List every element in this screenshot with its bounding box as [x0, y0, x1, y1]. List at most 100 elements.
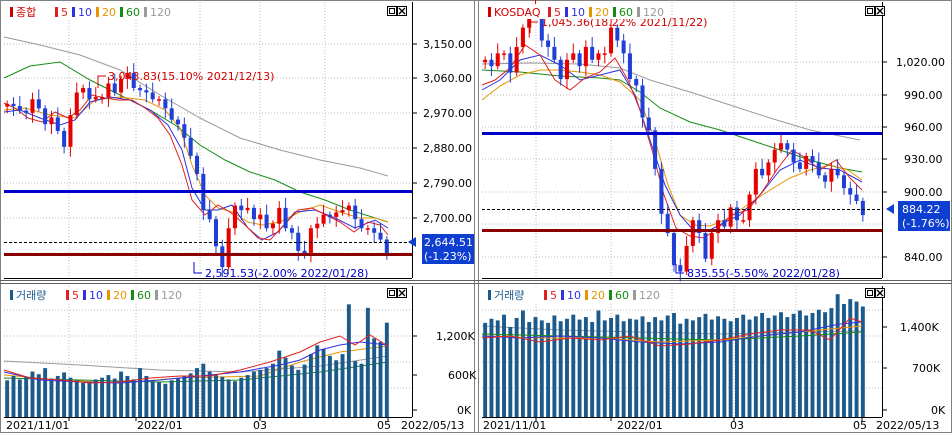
kospi-candle — [346, 205, 351, 211]
kosdaq-volume-legend-title: 거래량 — [494, 289, 524, 302]
kospi-candle — [226, 228, 231, 268]
kosdaq-volume-bar — [772, 315, 777, 417]
kosdaq-candle — [734, 207, 739, 221]
kosdaq-volume-bar — [596, 310, 601, 417]
kospi-volume-legend-ma20: 20 — [113, 289, 127, 302]
kospi-volume-bar — [43, 368, 48, 417]
kosdaq-candle — [766, 162, 771, 176]
kospi-volume-bar — [372, 338, 377, 417]
kospi-tick-3: 2,880.00 — [423, 142, 472, 155]
kosdaq-volume-bar — [615, 314, 620, 417]
kospi-candle — [87, 87, 92, 100]
kosdaq-candle — [502, 53, 507, 55]
kosdaq-panel: 1,045.36(18.22% 2021/11/22) 835.55(-5.50… — [481, 0, 950, 432]
kosdaq-volume-bars — [483, 294, 865, 417]
kospi-legend-ma60: 60 — [126, 6, 140, 19]
kosdaq-volume-bar — [502, 314, 506, 417]
kosdaq-close-icon[interactable] — [875, 6, 885, 16]
kospi-maximize-icon[interactable] — [387, 6, 397, 16]
kospi-candle — [239, 205, 244, 211]
kosdaq-volume-bar — [684, 318, 689, 417]
kospi-candle — [131, 73, 136, 88]
kosdaq-volume-bar — [779, 312, 783, 417]
kosdaq-x-label-3: 05 — [853, 419, 867, 432]
kospi-candle — [112, 83, 117, 93]
kospi-legend-swatch — [10, 7, 13, 17]
kosdaq-volume-bar — [816, 309, 821, 417]
kosdaq-volume-bar — [520, 310, 525, 417]
kospi-volume-bar — [207, 371, 212, 417]
kosdaq-volume-bar — [653, 317, 658, 417]
kosdaq-volume-maximize-icon[interactable] — [865, 288, 875, 298]
kospi-volume-bar — [17, 379, 22, 417]
kospi-low-marker — [193, 262, 202, 274]
kosdaq-candle — [653, 130, 658, 169]
kospi-close-icon[interactable] — [397, 6, 407, 16]
kospi-candle — [321, 214, 326, 224]
kosdaq-volume-bar — [766, 317, 771, 417]
kosdaq-vol-ma20 — [481, 325, 863, 343]
kospi-candle — [55, 117, 60, 131]
kosdaq-high-marker — [529, 21, 538, 33]
kosdaq-x-label-2: 03 — [730, 419, 744, 432]
kospi-volume-bar — [270, 363, 275, 417]
kosdaq-volume-bar — [577, 319, 582, 417]
kospi-volume-legend-title: 거래량 — [16, 289, 46, 302]
kosdaq-volume-bar — [571, 314, 576, 417]
kospi-volume-legend-ma120: 120 — [161, 289, 182, 302]
kosdaq-vol-ma60 — [481, 331, 863, 341]
kosdaq-candle — [816, 162, 821, 176]
kospi-volume-bar — [359, 363, 364, 417]
kospi-volume-bar — [201, 363, 206, 417]
kospi-candle — [378, 232, 383, 240]
kospi-volume-bars — [5, 304, 389, 417]
kosdaq-vol-tick-2: 0K — [931, 404, 946, 417]
kosdaq-legend-ma60: 60 — [619, 6, 633, 19]
kospi-volume-close-icon[interactable] — [397, 288, 407, 298]
kospi-volume-bar — [106, 375, 111, 417]
kosdaq-tick-3: 930.00 — [904, 153, 943, 166]
kospi-tick-4: 2,790.00 — [423, 177, 472, 190]
kosdaq-high-annotation: 1,045.36(18.22% 2021/11/22) — [541, 16, 707, 29]
kospi-candle — [207, 210, 212, 220]
kosdaq-candle — [785, 143, 790, 150]
kosdaq-volume-bar — [558, 321, 563, 417]
kosdaq-volume-bar — [659, 320, 664, 417]
kospi-volume-bar — [87, 382, 92, 417]
kosdaq-volume-bar — [590, 322, 595, 417]
kosdaq-maximize-icon[interactable] — [865, 6, 875, 16]
kosdaq-volume-bar — [483, 322, 488, 417]
kospi-ma120-line — [3, 36, 389, 177]
kospi-volume-bar — [157, 382, 161, 417]
kospi-candle — [372, 228, 377, 233]
kospi-volume-bar — [93, 379, 98, 417]
kosdaq-candle — [546, 40, 551, 47]
kosdaq-volume-legend-ma10: 10 — [567, 289, 581, 302]
kospi-high-annotation: 3,043.83(15.10% 2021/12/13) — [108, 70, 274, 83]
kosdaq-volume-bar — [609, 317, 614, 417]
kospi-legend-ma10: 10 — [78, 6, 92, 19]
kospi-volume-maximize-icon[interactable] — [387, 288, 397, 298]
kosdaq-volume-bar — [716, 316, 721, 417]
kospi-volume-bar — [112, 378, 117, 417]
kospi-volume-bar — [138, 368, 143, 417]
kospi-candle — [220, 246, 225, 268]
kosdaq-volume-bar — [678, 323, 683, 417]
kospi-volume-bar — [302, 364, 307, 417]
kosdaq-price-gridlines — [482, 2, 882, 278]
kosdaq-volume-bar — [690, 320, 695, 417]
kosdaq-volume-close-icon[interactable] — [875, 288, 885, 298]
kospi-volume-bar — [55, 375, 60, 417]
kosdaq-volume-bar — [823, 312, 828, 417]
kosdaq-candle — [728, 207, 733, 227]
kosdaq-candles — [483, 0, 865, 282]
kospi-candles — [5, 63, 389, 278]
kosdaq-volume-bar — [621, 321, 626, 417]
kospi-candle — [315, 223, 320, 229]
kospi-volume-bar — [188, 373, 193, 417]
kospi-candle — [36, 99, 41, 109]
kospi-candle — [5, 103, 10, 107]
kospi-volume-bar — [353, 361, 358, 417]
kosdaq-volume-bar — [672, 313, 676, 417]
